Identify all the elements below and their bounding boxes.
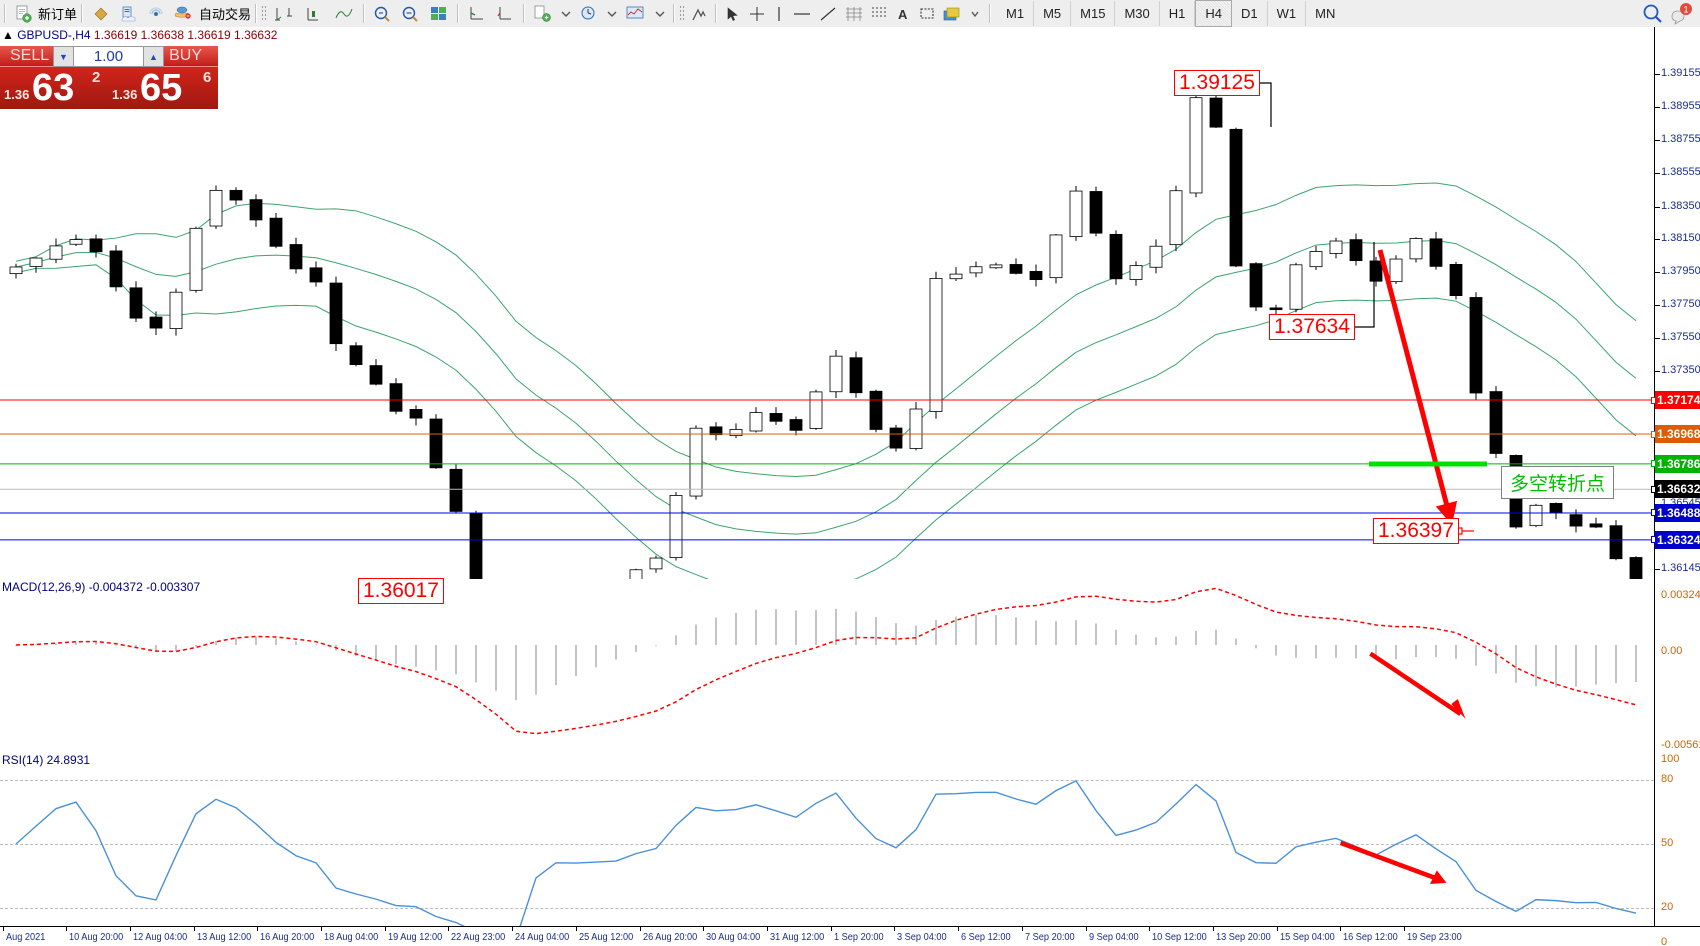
svg-text:A: A [898, 7, 908, 22]
svg-text:1: 1 [1683, 4, 1688, 14]
